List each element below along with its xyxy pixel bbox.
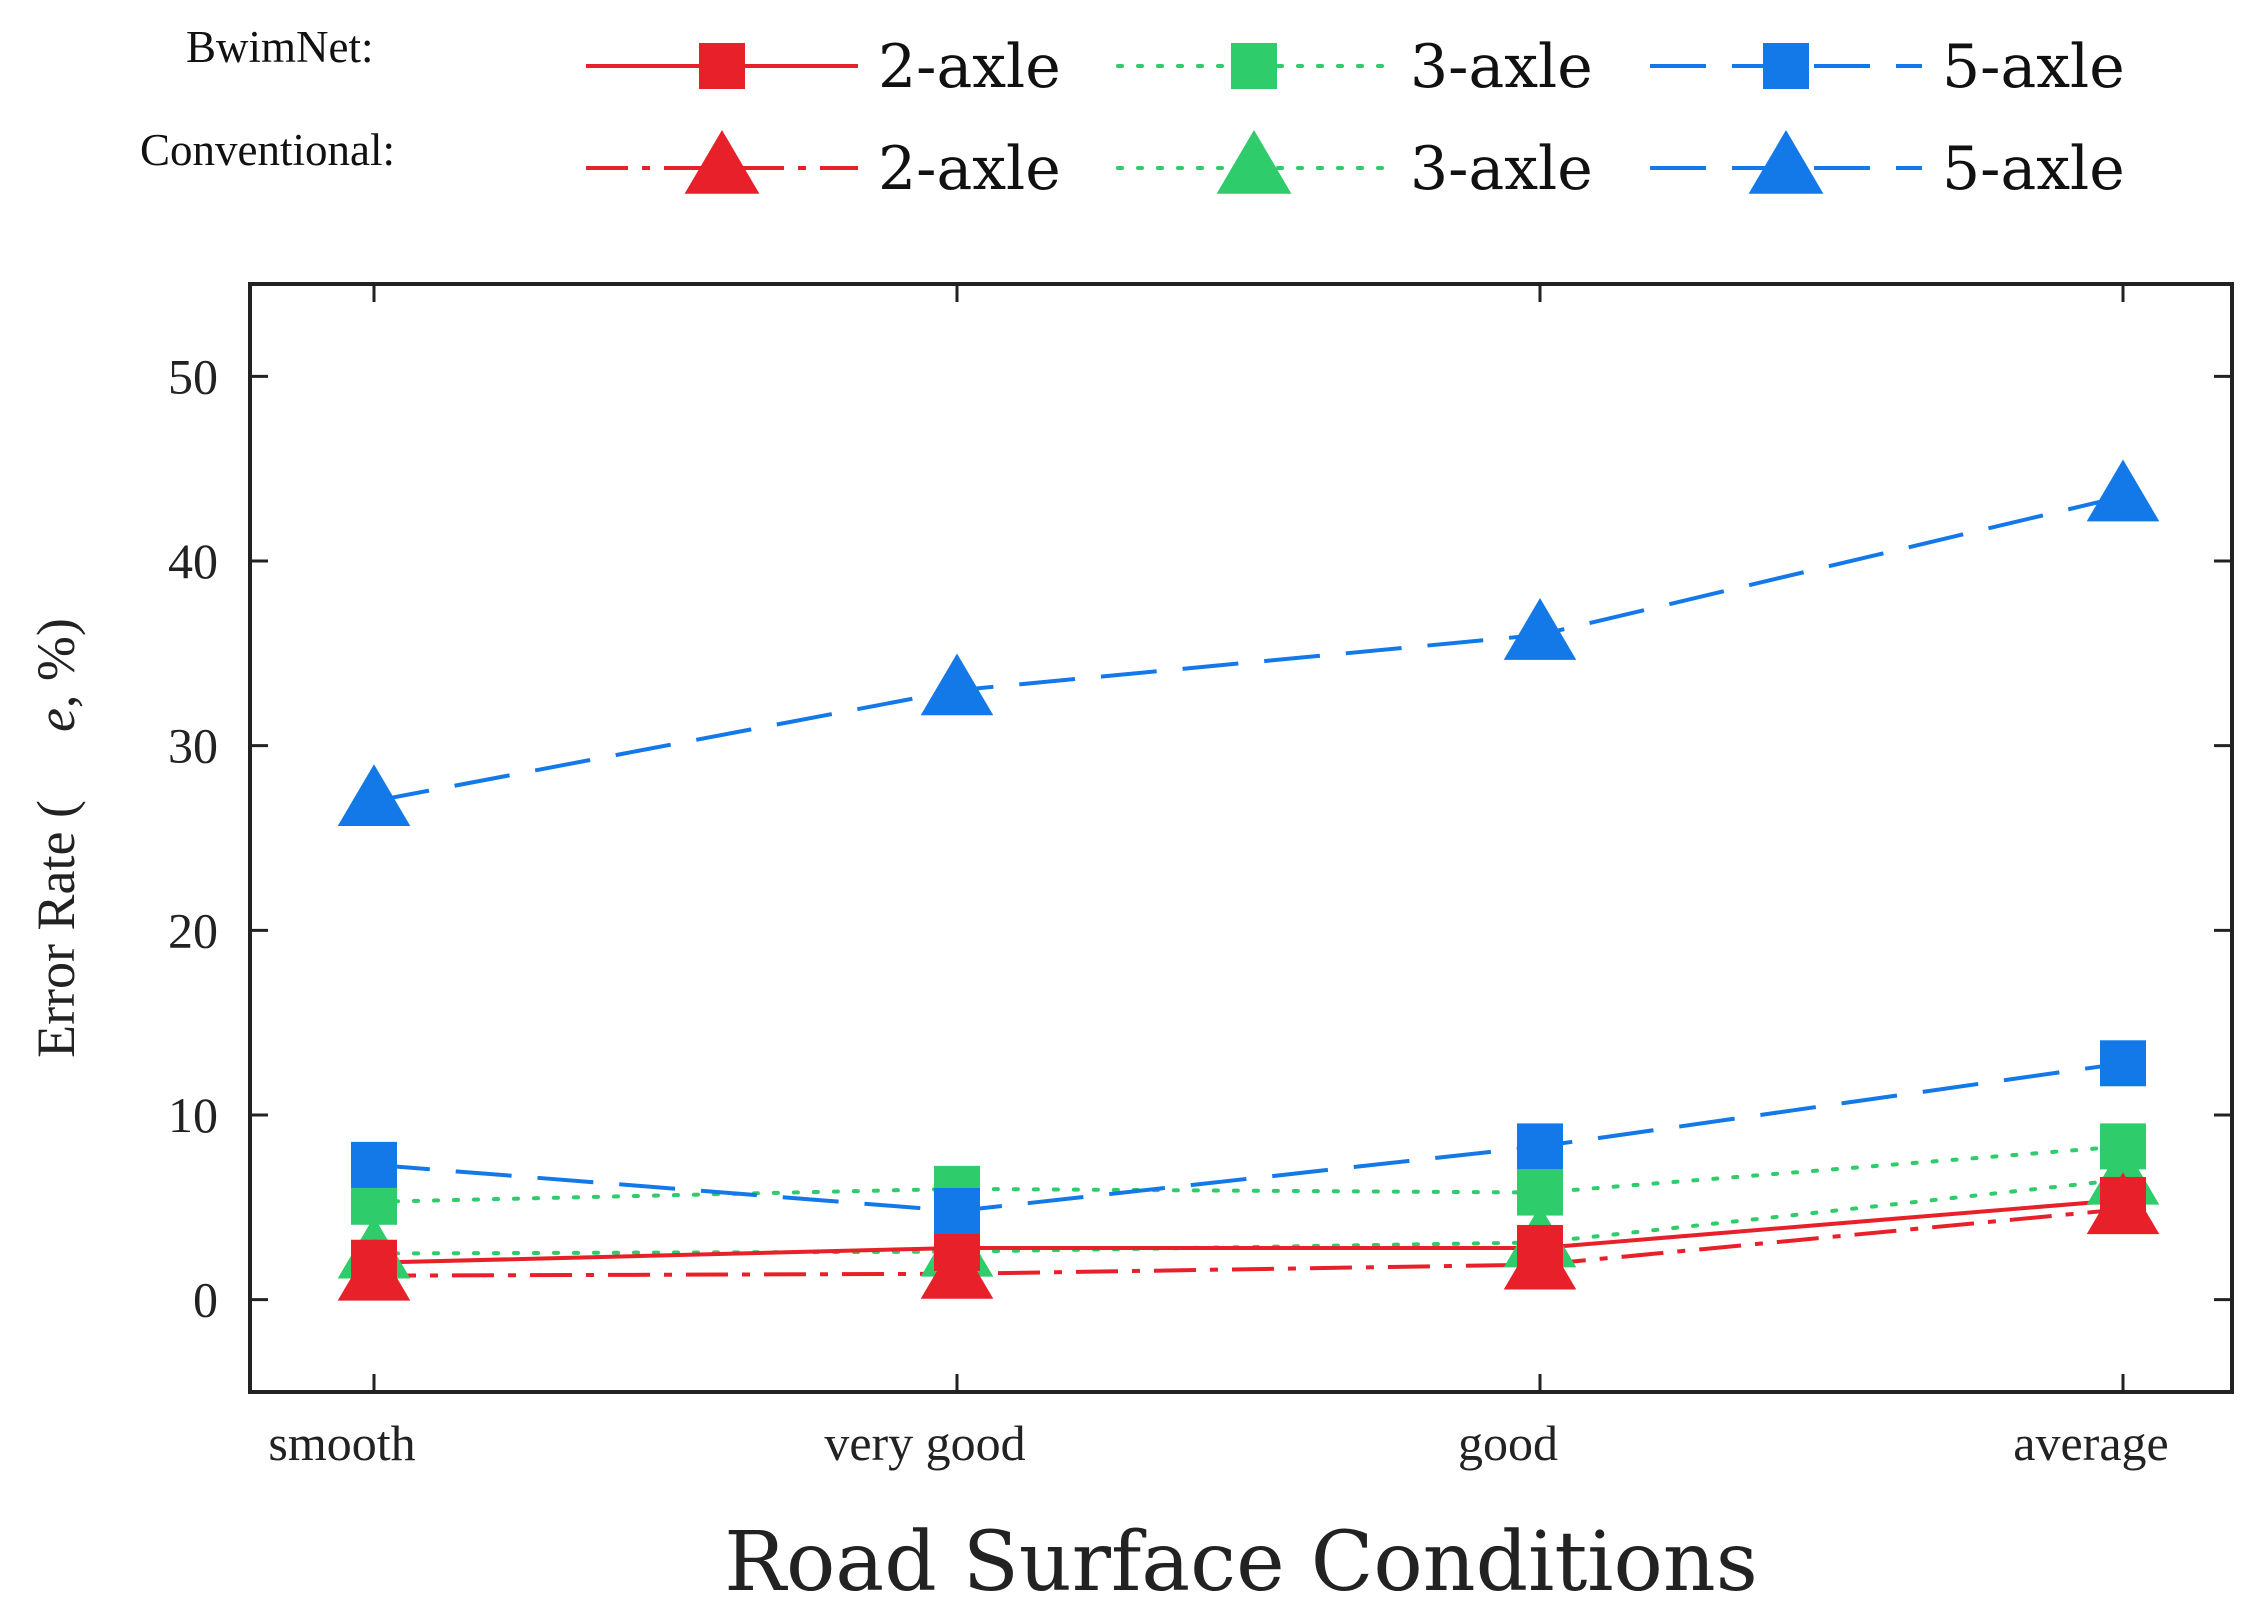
legend-entry: 5-axle <box>1650 32 2125 102</box>
legend-label: 5-axle <box>1942 134 2125 204</box>
data-point-square <box>2100 1176 2146 1223</box>
series-layer <box>337 459 2160 1301</box>
legend-group-bwimnet: BwimNet: <box>186 22 374 72</box>
data-point-square <box>351 1239 397 1286</box>
series-bwimnet-5-axle <box>373 1061 2124 1214</box>
y-tick-label: 40 <box>168 533 218 589</box>
legend-marker-square <box>1763 43 1809 89</box>
data-point-triangle <box>920 653 994 716</box>
legend-label: 3-axle <box>1410 32 1593 102</box>
y-tick-label: 20 <box>168 902 218 958</box>
axis-ticks: 0 10 20 30 40 50 smooth very good good average <box>168 284 2232 1471</box>
data-point-square <box>1517 1224 1563 1271</box>
series-line <box>373 1207 2124 1278</box>
legend-entry: 3-axle <box>1116 32 1593 102</box>
series-line <box>373 1061 2124 1214</box>
data-point-square <box>351 1141 397 1188</box>
legend-marker-square <box>1231 43 1277 89</box>
series-line <box>372 1144 2125 1204</box>
data-point-square <box>2100 1123 2146 1170</box>
series-conventional-3-axle <box>372 1177 2125 1256</box>
legend-entry: 5-axle <box>1650 130 2125 204</box>
svg-text:Error Rate (e, %): Error Rate ( e, %) <box>26 618 86 1058</box>
legend-group-conventional: Conventional: <box>140 125 395 175</box>
plot-frame <box>248 282 2234 1394</box>
series-bwimnet-3-axle <box>372 1144 2125 1204</box>
legend-marker-triangle <box>684 130 760 194</box>
data-point-square <box>2100 1040 2146 1087</box>
data-point-triangle <box>337 764 411 827</box>
x-axis-label: Road Surface Conditions <box>724 1515 1758 1610</box>
series-conventional-5-axle <box>373 494 2124 804</box>
legend-label: 2-axle <box>878 32 1061 102</box>
y-axis-label-symbol: e <box>26 708 86 732</box>
legend: BwimNet: Conventional: 2-axle 3-axle 5-axl… <box>140 22 2125 204</box>
x-tick-label: smooth <box>268 1415 415 1471</box>
x-tick-label: very good <box>824 1415 1025 1471</box>
series-bwimnet-2-axle <box>373 1197 2124 1265</box>
legend-entry: 2-axle <box>586 32 1061 102</box>
data-point-triangle <box>1503 598 1577 660</box>
legend-marker-triangle <box>1748 130 1824 194</box>
y-axis-label-text: Error Rate ( <box>26 800 86 1058</box>
data-point-square <box>934 1188 980 1235</box>
legend-marker-square <box>699 43 745 89</box>
y-axis-label-unit: , %) <box>26 618 86 708</box>
legend-label: 3-axle <box>1410 134 1593 204</box>
data-point-square <box>1517 1123 1563 1170</box>
series-line <box>373 1197 2124 1265</box>
y-tick-label: 50 <box>168 348 218 404</box>
x-tick-label: average <box>2013 1415 2168 1471</box>
legend-entry: 2-axle <box>586 130 1061 204</box>
series-line <box>372 1177 2125 1256</box>
legend-marker-triangle <box>1216 130 1292 194</box>
y-tick-label: 10 <box>168 1087 218 1143</box>
series-conventional-2-axle <box>373 1207 2124 1278</box>
series-line <box>373 494 2124 804</box>
data-point-triangle <box>2086 459 2160 522</box>
data-point-square <box>1517 1169 1563 1216</box>
legend-label: 2-axle <box>878 134 1061 204</box>
legend-entry: 3-axle <box>1116 130 1593 204</box>
y-tick-label: 0 <box>193 1272 218 1328</box>
legend-label: 5-axle <box>1942 32 2125 102</box>
x-tick-label: good <box>1458 1415 1558 1471</box>
y-tick-label: 30 <box>168 718 218 774</box>
y-axis-label: Error Rate ( e, %) <box>26 618 86 1058</box>
